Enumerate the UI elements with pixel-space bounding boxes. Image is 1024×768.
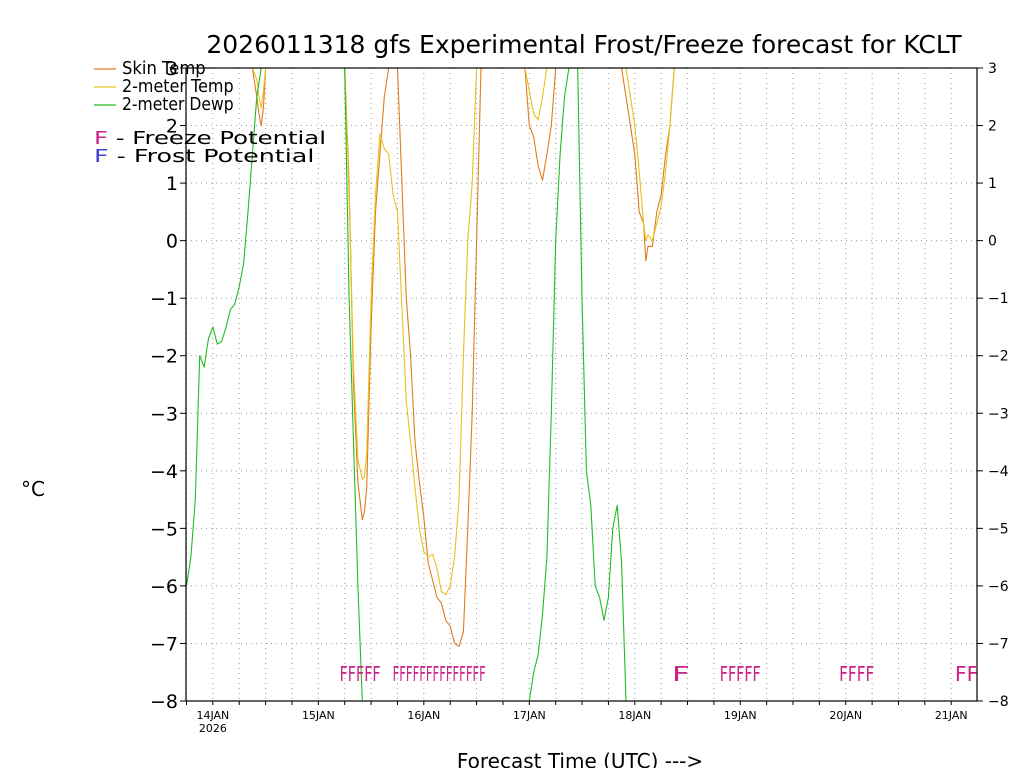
- x-tick-label: 14JAN: [196, 709, 229, 722]
- legend-symbol: F: [94, 146, 109, 167]
- freeze-marker: FFFFF: [720, 662, 761, 686]
- series-line-skin-temp: [251, 68, 679, 647]
- x-tick-label: 19JAN: [724, 709, 757, 722]
- y-tick-label: 1: [166, 173, 178, 195]
- legend-text: - Freeze Potential: [108, 128, 326, 149]
- y-axis-label: °C: [21, 477, 45, 501]
- y-tick-label: −8: [150, 691, 178, 713]
- y-tick-label-right: −4: [988, 464, 1009, 480]
- y-tick-label: −4: [150, 461, 178, 483]
- x-axis-label: Forecast Time (UTC) --->: [457, 749, 703, 768]
- freeze-marker: FFFF: [839, 662, 874, 686]
- y-tick-label-right: −5: [988, 521, 1009, 537]
- x-tick-label: 20JAN: [829, 709, 862, 722]
- legend-symbol: F: [94, 128, 108, 149]
- x-tick-label: 16JAN: [407, 709, 440, 722]
- y-tick-label-right: 0: [988, 234, 997, 250]
- y-tick-label: 0: [166, 231, 178, 253]
- freeze-marker: FFFFF: [340, 662, 381, 686]
- y-tick-label-right: −8: [988, 694, 1009, 710]
- y-tick-label: −2: [150, 346, 178, 368]
- y-tick-label: −5: [150, 518, 178, 540]
- y-tick-label-right: 1: [988, 176, 997, 192]
- series-layer: [186, 68, 679, 701]
- freeze-marker-layer: FFFFF FFFFFFFFFFFFFF F FFFFF FFFF FF: [340, 662, 979, 686]
- legend-label: F - Frost Potential: [94, 146, 314, 167]
- freeze-marker: FFFFFFFFFFFFFF: [393, 662, 486, 686]
- legend-label: F - Freeze Potential: [94, 128, 326, 149]
- x-tick-label: 17JAN: [513, 709, 546, 722]
- y-tick-label: −1: [150, 288, 178, 310]
- y-tick-label-right: 3: [988, 61, 997, 77]
- freeze-marker: FF: [955, 662, 979, 686]
- y-tick-label-right: −2: [988, 349, 1009, 365]
- x-tick-label: 15JAN: [302, 709, 335, 722]
- x-tick-label: 21JAN: [935, 709, 968, 722]
- freeze-marker: F: [672, 662, 690, 686]
- y-tick-label-right: −1: [988, 291, 1009, 307]
- series-line-2-meter-temp: [251, 68, 679, 596]
- y-tick-label-right: −7: [988, 636, 1009, 652]
- legend-label: Skin Temp: [122, 58, 206, 79]
- legend-label: 2-meter Dewp: [122, 94, 234, 115]
- y-tick-label: 3: [166, 58, 178, 80]
- axis-layer: 3 3 2 2 1 1 0 0 −1 −1 −2 −2 −3 −3 −4 −4 −5 −5 −6 −6 −7 −7 −8 −8…: [150, 58, 1009, 735]
- y-tick-label: −3: [150, 403, 178, 425]
- series-line-2-meter-dewp: [186, 68, 679, 701]
- chart-title: 2026011318 gfs Experimental Frost/Freeze…: [206, 30, 962, 59]
- plot-frame: [185, 67, 978, 702]
- y-tick-label: −7: [150, 633, 178, 655]
- x-tick-label: 18JAN: [618, 709, 651, 722]
- y-tick-label-right: 2: [988, 119, 997, 135]
- grid: [186, 67, 977, 702]
- legend-text: - Frost Potential: [109, 146, 315, 167]
- y-tick-label: 2: [166, 116, 178, 138]
- y-tick-label: −6: [150, 576, 178, 598]
- y-tick-label-right: −6: [988, 579, 1009, 595]
- legend-label: 2-meter Temp: [122, 76, 234, 97]
- x-tick-sublabel: 2026: [199, 722, 227, 735]
- y-tick-label-right: −3: [988, 406, 1009, 422]
